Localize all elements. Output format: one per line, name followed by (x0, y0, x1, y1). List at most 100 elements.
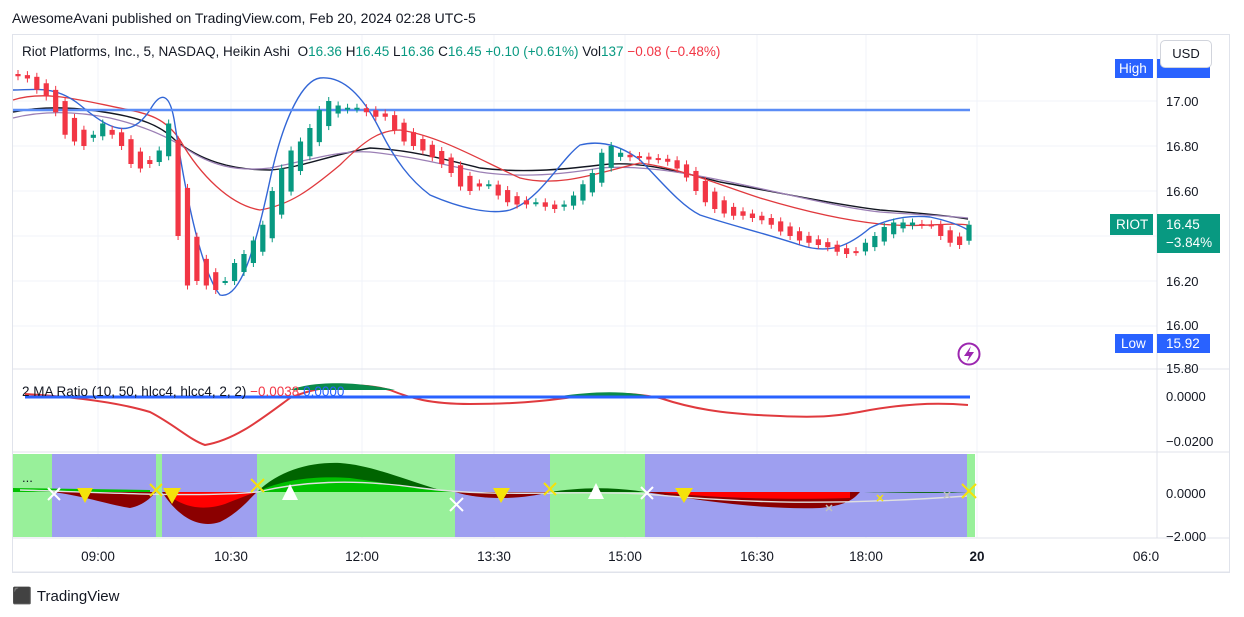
candle-body (909, 222, 916, 226)
currency-button[interactable]: USD (1160, 40, 1212, 68)
candle-body (674, 160, 680, 169)
candle-body (740, 211, 746, 216)
time-tick: 18:00 (849, 549, 883, 564)
candle-body (542, 202, 548, 207)
candle-body (392, 115, 398, 131)
price-tick: 17.00 (1166, 94, 1199, 109)
symbol-legend[interactable]: Riot Platforms, Inc., 5, NASDAQ, Heikin … (22, 44, 720, 59)
candle-body (938, 224, 944, 236)
candle-body (250, 240, 256, 264)
candle-body (344, 107, 351, 110)
candle-body (203, 258, 209, 286)
low-value-legend: 16.36 (400, 44, 435, 59)
candle-body (231, 263, 238, 282)
candle-body (316, 110, 322, 143)
high-label: H (345, 44, 356, 59)
candle-body (486, 184, 492, 187)
candle-body (523, 200, 530, 205)
time-tick: 10:30 (214, 549, 248, 564)
indicator-name[interactable]: 2 MA Ratio (10, 50, hlcc4, hlcc4, 2, 2) (22, 384, 247, 399)
candle-body (796, 231, 803, 241)
signal-markers (47, 478, 977, 512)
candle-body (665, 158, 671, 162)
candle-body (326, 101, 332, 127)
volume-label: Vol (582, 44, 602, 59)
candle-body (627, 154, 633, 158)
candle-body (618, 152, 624, 157)
candle-body (147, 160, 153, 164)
candle-body (589, 173, 595, 193)
candle-body (561, 204, 567, 207)
candle-body (175, 139, 181, 236)
indicator-tick: 0.0000 (1166, 389, 1206, 404)
indicator-value-2: 0.0000 (303, 384, 345, 399)
time-tick: 13:30 (477, 549, 511, 564)
candle-body (429, 144, 435, 158)
candle-body (853, 251, 859, 254)
candle-body (184, 187, 191, 286)
candle-body (373, 110, 379, 117)
candle-body (646, 156, 652, 160)
high-tag: High (1119, 61, 1147, 76)
price-tick: 16.20 (1166, 274, 1199, 289)
candle-body (354, 107, 360, 110)
candle-body (599, 152, 605, 183)
candle-body (118, 132, 125, 146)
low-tag-bg (1115, 334, 1153, 353)
candle-body (307, 128, 313, 157)
time-tick: 20 (969, 549, 984, 564)
candle-body (90, 134, 96, 138)
candle-body (655, 158, 661, 161)
candle-body (872, 236, 878, 248)
candle-body (514, 196, 520, 205)
volume-value: 137 (601, 44, 624, 59)
candle-body (683, 164, 690, 178)
candle-body (448, 157, 454, 173)
candle-body (166, 123, 172, 157)
candle-body (862, 242, 869, 252)
candle-body (570, 195, 577, 206)
candle-body (194, 236, 200, 281)
symbol-name[interactable]: Riot Platforms, Inc., 5, NASDAQ, Heikin … (22, 44, 290, 59)
ma-ratio-lines (24, 383, 970, 447)
price-tick: 16.60 (1166, 184, 1199, 199)
candle-body (62, 101, 68, 135)
candle-body (825, 242, 831, 248)
candle-body (279, 168, 285, 215)
low-value-bg (1157, 334, 1210, 353)
lightning-icon[interactable] (957, 342, 981, 366)
close-value: 16.45 (447, 44, 482, 59)
low-value: 15.92 (1166, 336, 1200, 351)
candle-body (15, 74, 21, 77)
candle-body (241, 254, 247, 273)
low-label: L (393, 44, 401, 59)
brand-name: TradingView (36, 587, 120, 605)
candle-body (891, 222, 897, 235)
time-axis: 09:00 10:30 12:00 13:30 15:00 16:30 18:0… (81, 549, 1159, 564)
candle-body (778, 221, 784, 232)
candle-body (420, 139, 426, 151)
indicator-value-1: −0.0038 (250, 384, 300, 399)
last-price-bg (1157, 214, 1220, 253)
candle-body (731, 206, 737, 216)
candle-body (843, 248, 850, 254)
oscillator-area (13, 462, 968, 524)
open-label: O (297, 44, 309, 59)
last-change: −3.84% (1166, 235, 1212, 250)
low-tag: Low (1121, 336, 1146, 351)
time-tick: 06:0 (1133, 549, 1159, 564)
time-tick: 16:30 (740, 549, 774, 564)
price-tick: 16.80 (1166, 139, 1199, 154)
candle-body (401, 122, 407, 142)
candle-body (900, 222, 906, 229)
price-tags[interactable]: High Low 15.92 RIOT 16.45 −3.84% (1110, 59, 1220, 353)
candle-body (410, 132, 417, 146)
candle-body (297, 141, 304, 172)
candle-body (43, 83, 49, 97)
more-menu-icon[interactable]: ... (22, 470, 33, 485)
candle-body (222, 281, 228, 283)
indicator-legend[interactable]: 2 MA Ratio (10, 50, hlcc4, hlcc4, 2, 2) … (22, 384, 344, 399)
candle-body (966, 224, 972, 241)
footer-brand[interactable]: ⬛ TradingView (12, 586, 119, 606)
